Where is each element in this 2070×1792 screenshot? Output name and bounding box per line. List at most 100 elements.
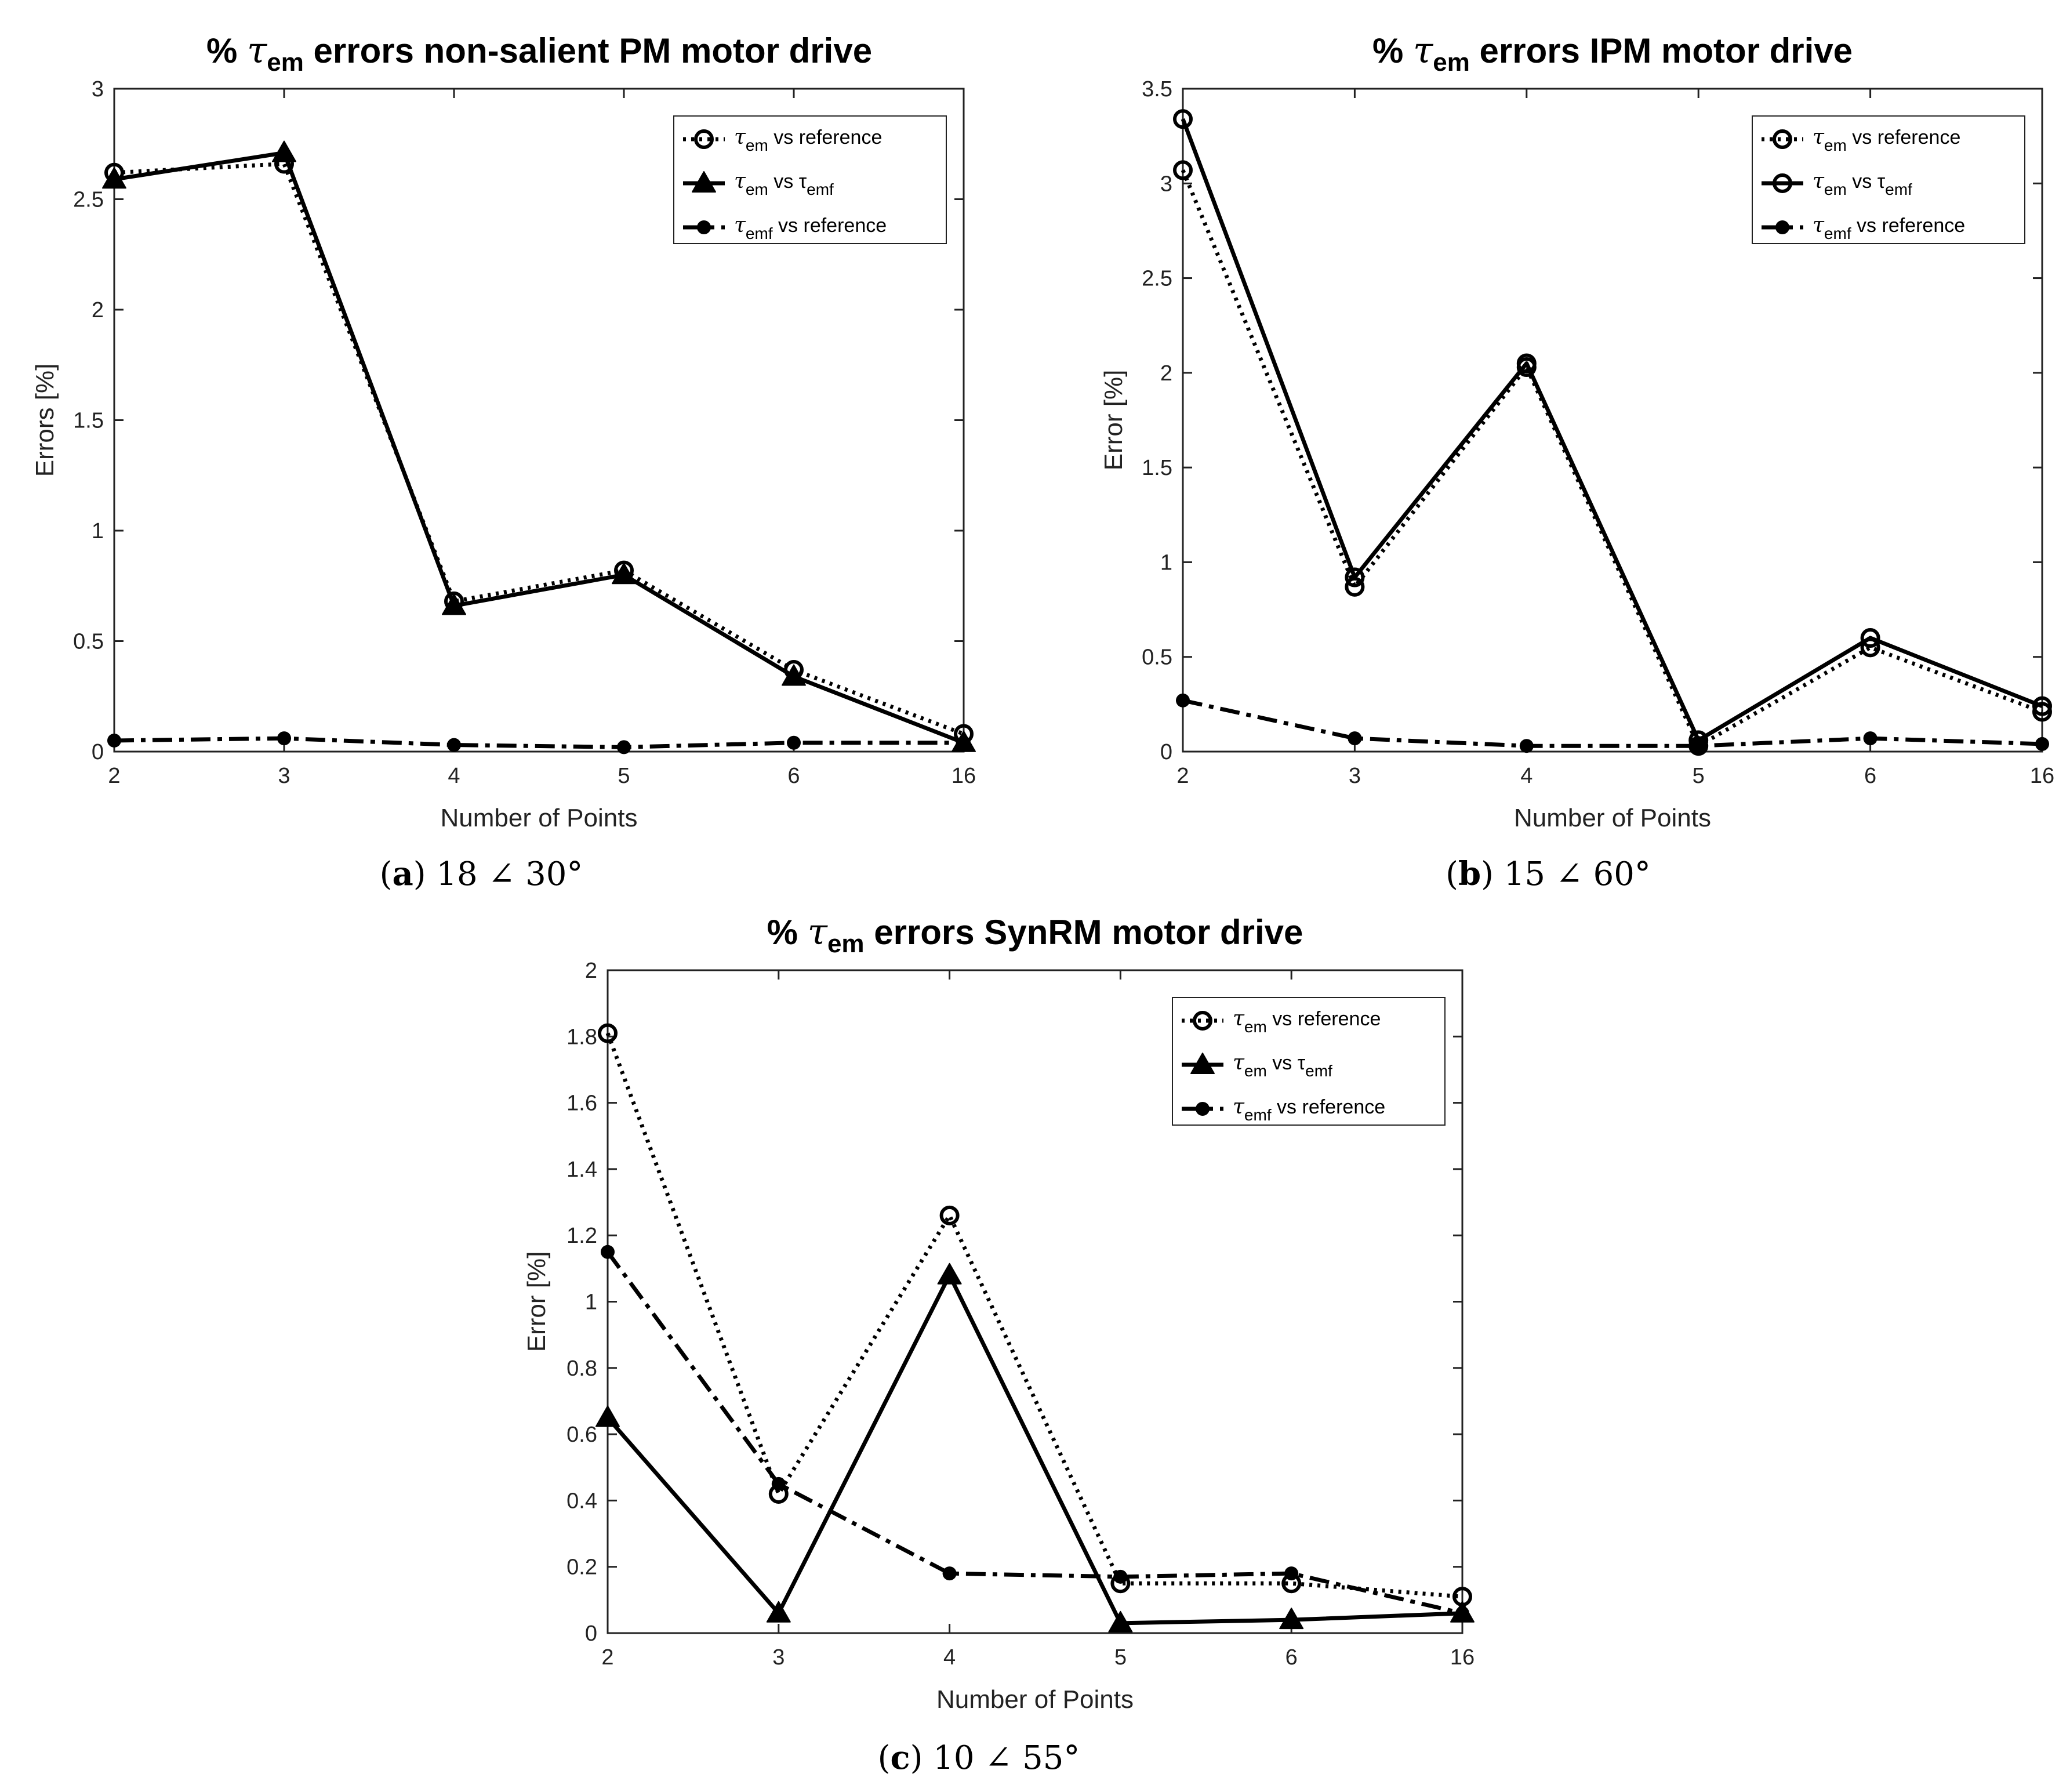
legend-label: τemf vs reference — [1233, 1095, 1385, 1124]
y-tick-label: 2.5 — [1142, 267, 1172, 291]
data-point — [1284, 1566, 1299, 1581]
y-tick-label: 0 — [1160, 740, 1172, 764]
data-point — [598, 1023, 618, 1043]
y-axis-label: Error [%] — [1099, 370, 1128, 471]
data-point — [1108, 1610, 1133, 1633]
y-tick-label: 0.6 — [566, 1423, 597, 1447]
y-tick-label: 3 — [92, 77, 104, 101]
data-point — [942, 1566, 957, 1581]
legend-label: τem vs τemf — [1813, 169, 1912, 198]
y-tick-label: 1.6 — [566, 1091, 597, 1116]
x-tick-label: 5 — [1114, 1645, 1127, 1670]
y-tick-label: 1.4 — [566, 1158, 597, 1182]
chart-title: % τem errors non-salient PM motor drive — [206, 29, 872, 77]
data-point — [601, 1245, 615, 1259]
x-tick-label: 5 — [618, 764, 630, 788]
legend: τem vs reference τem vs τemf τemf vs refer… — [673, 115, 947, 244]
series-line — [1181, 169, 2043, 748]
y-tick-label: 0.5 — [1142, 645, 1172, 670]
figure-caption: (b) 15 ∠ 60° — [1446, 855, 1651, 893]
x-tick-label: 6 — [1864, 764, 1876, 788]
data-point — [1345, 567, 1365, 587]
legend-marker — [1193, 1011, 1212, 1031]
y-tick-label: 1.5 — [73, 409, 104, 433]
y-tick-label: 1 — [585, 1290, 597, 1315]
x-tick-label: 4 — [943, 1645, 956, 1670]
x-tick-label: 4 — [448, 764, 460, 788]
series-line — [114, 162, 965, 736]
y-tick-label: 2 — [92, 298, 104, 322]
series-line — [606, 1250, 1463, 1616]
x-tick-label: 5 — [1693, 764, 1705, 788]
legend-marker — [697, 220, 711, 234]
x-tick-label: 4 — [1520, 764, 1532, 788]
legend-marker — [1190, 1053, 1215, 1074]
y-tick-label: 1 — [1160, 550, 1172, 575]
y-axis-label: Errors [%] — [31, 364, 59, 477]
data-point — [1691, 739, 1706, 753]
legend-marker — [1773, 129, 1792, 149]
series-line — [1181, 118, 2043, 742]
y-axis-label: Error [%] — [522, 1252, 551, 1352]
y-tick-label: 3.5 — [1142, 77, 1172, 101]
data-point — [1176, 693, 1190, 708]
legend-label: τemf vs reference — [1813, 213, 1965, 242]
series-line — [606, 1273, 1463, 1626]
data-point — [1113, 1569, 1128, 1584]
x-tick-label: 2 — [601, 1645, 613, 1670]
data-point — [272, 140, 296, 162]
x-axis-label: Number of Points — [441, 804, 638, 832]
data-point — [1173, 109, 1193, 129]
figure-caption: (c) 10 ∠ 55° — [878, 1739, 1080, 1777]
series-3 — [601, 1245, 1469, 1620]
legend-marker — [692, 171, 716, 193]
data-point — [2032, 696, 2052, 716]
series-3 — [1176, 693, 2049, 753]
y-tick-label: 0 — [92, 740, 104, 764]
data-point — [957, 735, 971, 750]
data-point — [782, 664, 806, 686]
data-point — [787, 735, 801, 750]
y-tick-label: 1 — [92, 519, 104, 543]
y-tick-label: 2 — [1160, 361, 1172, 386]
data-point — [617, 740, 631, 754]
data-point — [1173, 160, 1193, 180]
data-point — [1860, 628, 1880, 648]
x-tick-label: 6 — [1285, 1645, 1298, 1670]
series-line — [114, 150, 965, 745]
data-point — [1348, 731, 1362, 746]
data-point — [447, 738, 461, 752]
y-tick-label: 1.2 — [566, 1224, 597, 1248]
legend-label: τem vs reference — [1233, 1007, 1381, 1036]
y-tick-label: 2.5 — [73, 188, 104, 212]
legend: τem vs reference τem vs τemf τemf vs refer… — [1752, 115, 2025, 244]
legend-marker — [694, 129, 714, 149]
y-tick-label: 0.4 — [566, 1489, 597, 1513]
legend-label: τem vs reference — [1813, 125, 1960, 154]
x-tick-label: 16 — [1450, 1645, 1475, 1670]
series-line — [1182, 698, 2043, 748]
chart-a: % τem errors non-salient PM motor drive 0… — [31, 29, 976, 893]
legend-label: τemf vs reference — [734, 213, 887, 242]
data-point — [771, 1477, 786, 1491]
y-tick-label: 2 — [585, 959, 597, 983]
y-tick-label: 3 — [1160, 172, 1172, 196]
chart-c: % τem errors SynRM motor drive 0 0.2 0.4 0.6… — [522, 910, 1475, 1777]
data-point — [595, 1405, 620, 1427]
data-point — [107, 733, 121, 748]
x-tick-label: 6 — [787, 764, 800, 788]
data-point — [1279, 1608, 1304, 1630]
data-point — [2032, 702, 2052, 722]
chart-b: % τem errors IPM motor drive 0 0.5 1 1.5 2 2.5… — [1099, 29, 2054, 893]
x-tick-label: 2 — [1176, 764, 1189, 788]
legend-label: τem vs τemf — [1233, 1051, 1332, 1080]
legend-marker — [1775, 220, 1789, 234]
data-point — [939, 1205, 960, 1225]
data-point — [1455, 1606, 1469, 1620]
data-point — [442, 593, 466, 615]
legend-box — [673, 115, 947, 244]
data-point — [937, 1263, 962, 1285]
y-tick-label: 1.8 — [566, 1025, 597, 1049]
x-tick-label: 16 — [952, 764, 976, 788]
